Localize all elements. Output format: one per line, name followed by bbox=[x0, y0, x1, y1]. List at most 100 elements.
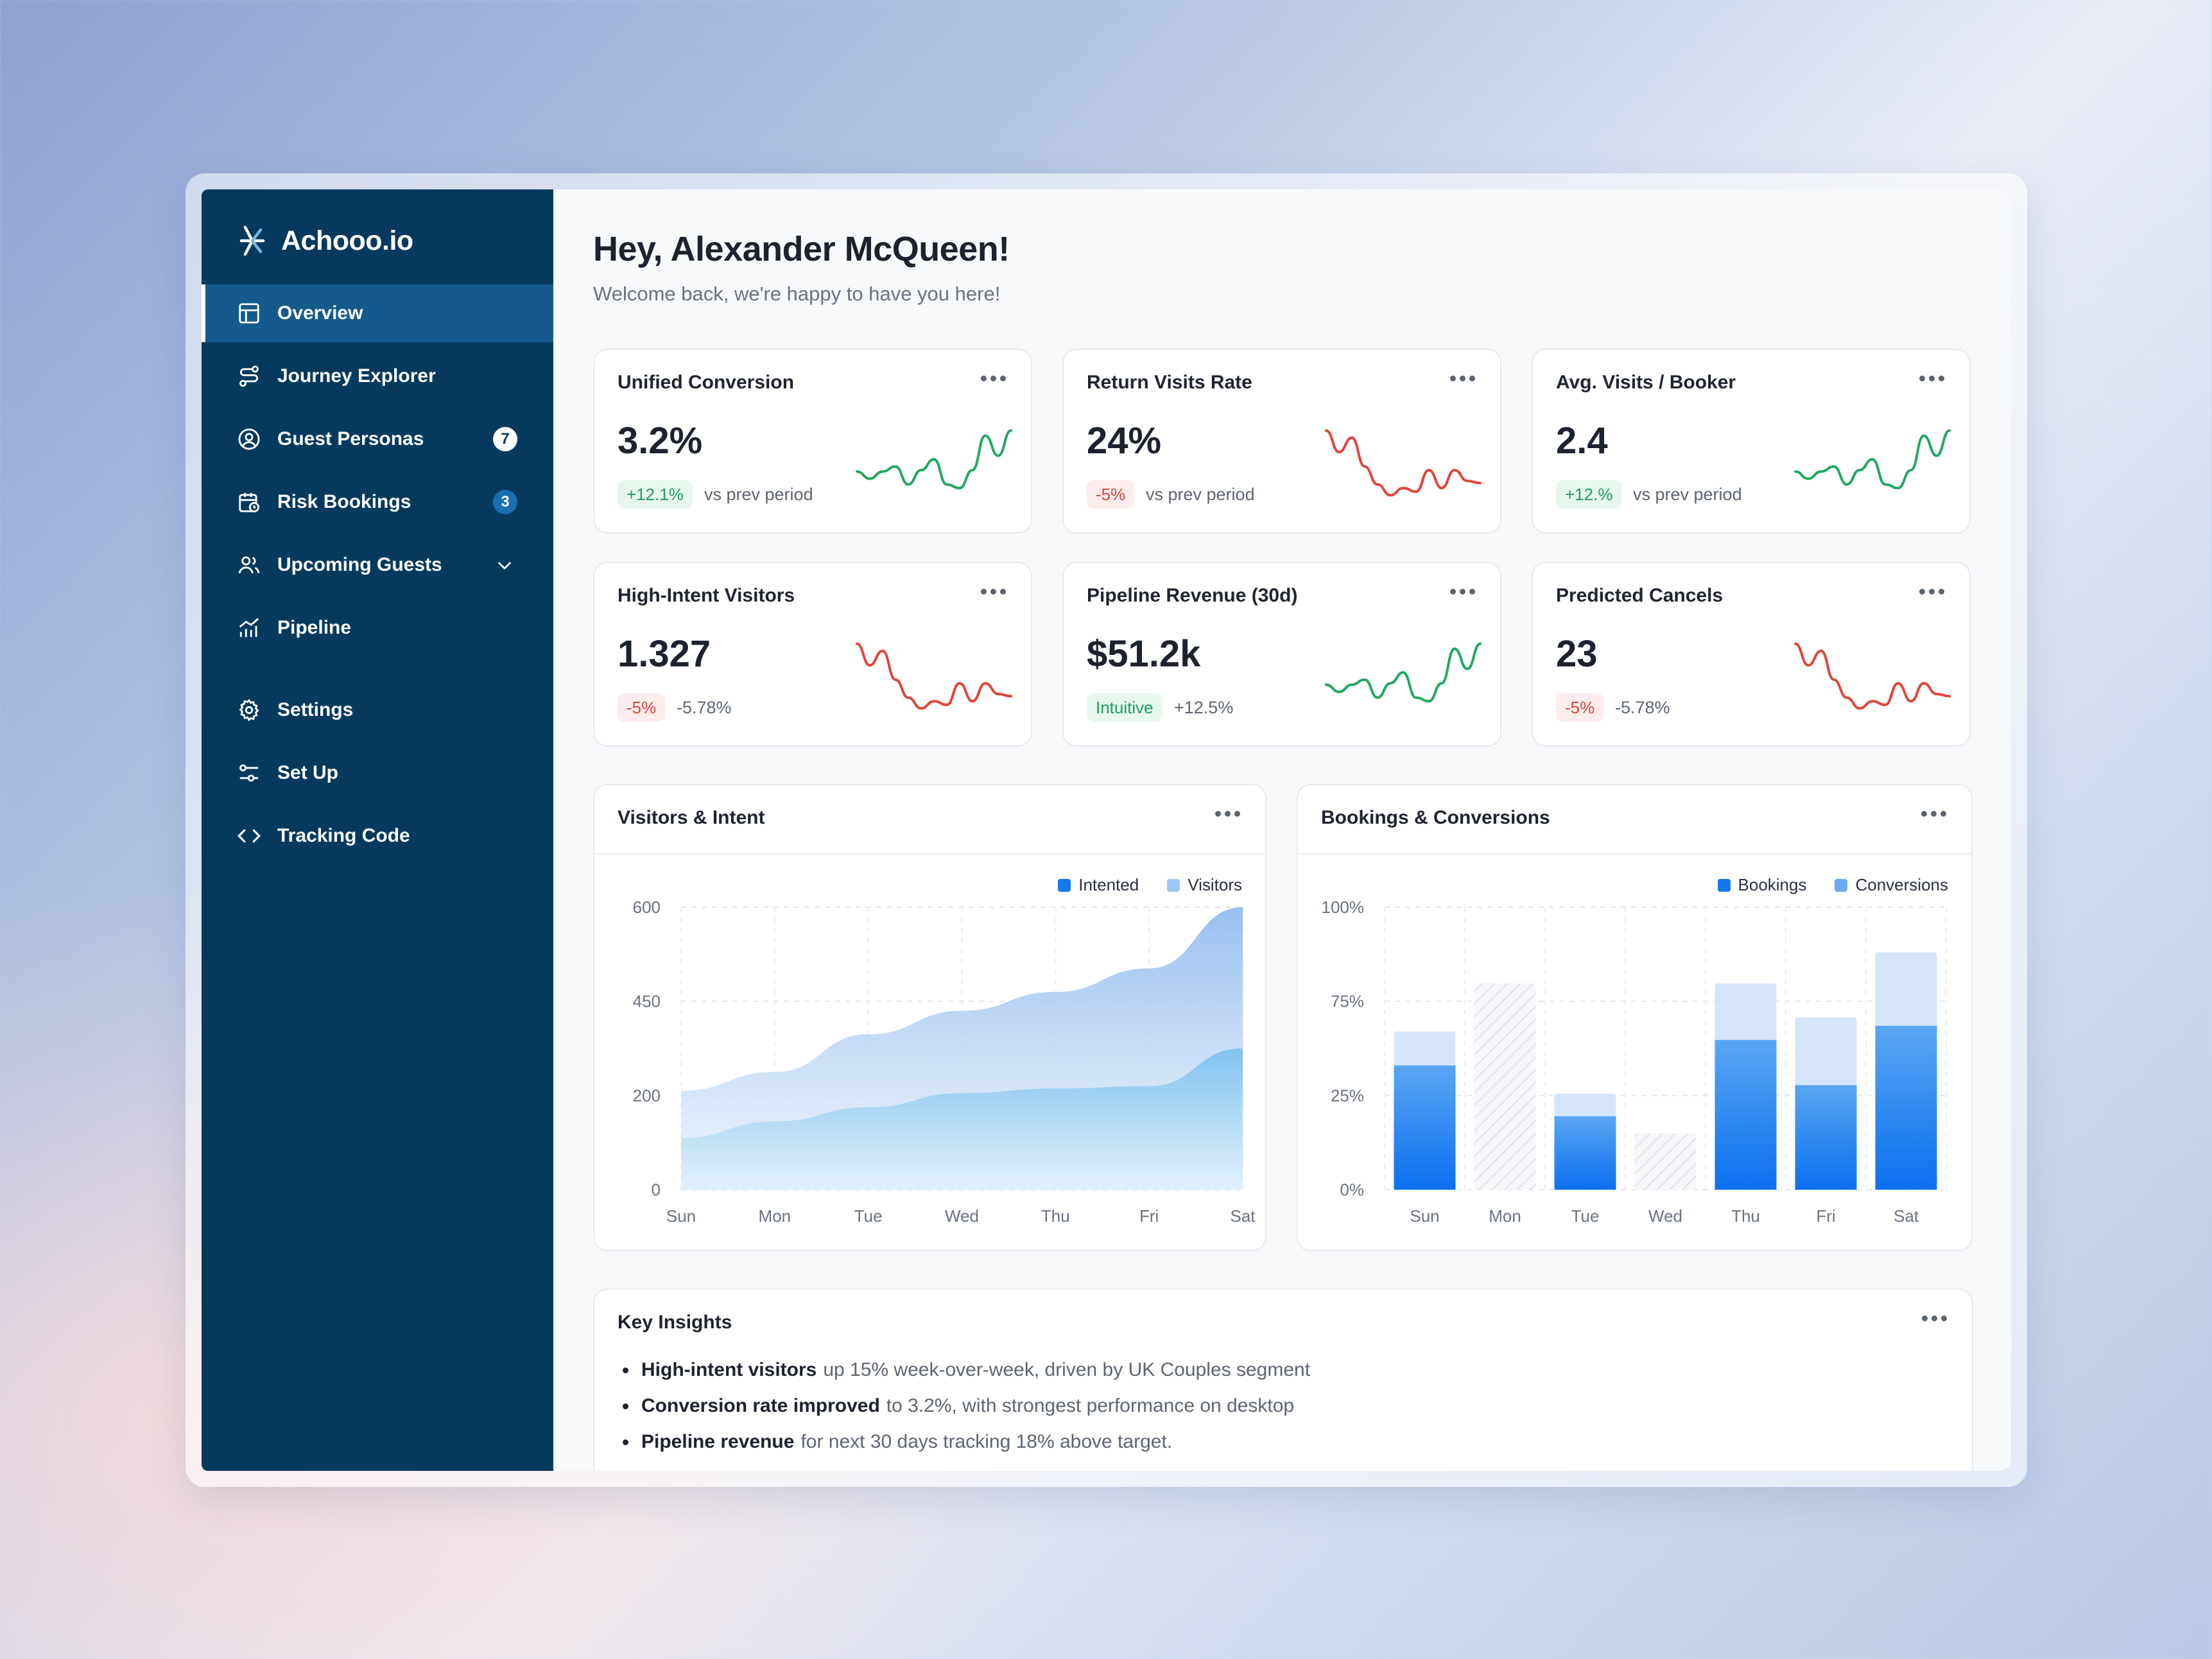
more-options-icon[interactable] bbox=[981, 589, 1007, 596]
sparkline-path bbox=[1325, 429, 1482, 497]
sparkline-chart bbox=[856, 642, 1012, 710]
kpi-note: vs prev period bbox=[1146, 485, 1255, 504]
sidebar-item-settings[interactable]: Settings bbox=[202, 681, 553, 739]
y-tick-label: 200 bbox=[633, 1086, 661, 1105]
bar-empty-mon[interactable] bbox=[1474, 983, 1536, 1190]
list-item: High-intent visitors up 15% week-over-wee… bbox=[618, 1359, 1310, 1381]
x-tick-label: Sat bbox=[1230, 1206, 1256, 1226]
sparkline-chart bbox=[856, 429, 1012, 490]
sparkline-chart bbox=[1325, 429, 1482, 497]
insight-text: up 15% week-over-week, driven by UK Coup… bbox=[823, 1359, 1311, 1380]
list-item: Conversion rate improved to 3.2%, with st… bbox=[618, 1395, 1310, 1417]
legend-item-visitors[interactable]: Visitors bbox=[1167, 875, 1242, 895]
users-icon bbox=[238, 556, 260, 574]
brand-name: Achooo.io bbox=[281, 225, 413, 256]
kpi-note: vs prev period bbox=[1633, 485, 1742, 504]
sidebar-item-journey-explorer[interactable]: Journey Explorer bbox=[202, 347, 553, 405]
kpi-delta-badge: -5% bbox=[1556, 693, 1604, 722]
kpi-card[interactable]: High-Intent Visitors 1.327 -5% -5.78% bbox=[593, 562, 1032, 747]
kpi-card[interactable]: Unified Conversion 3.2% +12.1% vs prev peri… bbox=[593, 349, 1032, 534]
sidebar-item-label: Tracking Code bbox=[277, 825, 410, 846]
sidebar-item-risk-bookings[interactable]: Risk Bookings 3 bbox=[202, 473, 553, 531]
sidebar-item-guest-personas[interactable]: Guest Personas 7 bbox=[202, 410, 553, 468]
legend-item-conversions[interactable]: Conversions bbox=[1835, 875, 1948, 895]
x-tick-label: Mon bbox=[759, 1206, 791, 1226]
sidebar-item-tracking-code[interactable]: Tracking Code bbox=[202, 807, 553, 865]
brand[interactable]: Achooo.io bbox=[235, 215, 413, 266]
kpi-value: 23 bbox=[1556, 633, 1598, 675]
kpi-note: vs prev period bbox=[704, 485, 813, 504]
kpi-note: +12.5% bbox=[1174, 698, 1234, 717]
bar-bookings-sun[interactable] bbox=[1394, 1065, 1456, 1190]
card-title: Bookings & Conversions bbox=[1321, 807, 1550, 828]
sidebar-item-set-up[interactable]: Set Up bbox=[202, 744, 553, 802]
y-tick-label: 25% bbox=[1331, 1086, 1364, 1105]
more-options-icon[interactable] bbox=[1919, 589, 1945, 596]
legend-item-intented[interactable]: Intented bbox=[1058, 875, 1139, 895]
legend-label: Bookings bbox=[1738, 875, 1807, 894]
logo-icon bbox=[239, 225, 265, 256]
kpi-card[interactable]: Return Visits Rate 24% -5% vs prev period bbox=[1062, 349, 1501, 534]
card-header bbox=[1298, 785, 1971, 855]
more-options-icon[interactable] bbox=[1450, 589, 1476, 596]
kpi-title: Pipeline Revenue (30d) bbox=[1087, 585, 1298, 606]
card-title: Visitors & Intent bbox=[618, 807, 765, 828]
sidebar-item-overview[interactable]: Overview bbox=[202, 284, 553, 342]
sidebar-item-label: Upcoming Guests bbox=[277, 554, 442, 575]
y-tick-label: 0 bbox=[652, 1180, 661, 1199]
bar-bookings-sat[interactable] bbox=[1875, 1025, 1937, 1190]
chevron-down-icon[interactable] bbox=[494, 555, 515, 575]
insight-text: to 3.2%, with strongest performance on d… bbox=[886, 1395, 1295, 1416]
sliders-icon bbox=[239, 764, 259, 782]
sidebar-item-label: Pipeline bbox=[277, 617, 352, 638]
sparkline-path bbox=[856, 642, 1012, 710]
kpi-value: $51.2k bbox=[1087, 633, 1201, 675]
page-subtitle: Welcome back, we're happy to have you he… bbox=[593, 282, 1001, 305]
kpi-card[interactable]: Predicted Cancels 23 -5% -5.78% bbox=[1532, 562, 1971, 747]
more-options-icon[interactable] bbox=[1921, 811, 1947, 819]
y-tick-label: 450 bbox=[633, 992, 661, 1011]
bar-bookings-thu[interactable] bbox=[1715, 1039, 1777, 1190]
kpi-title: Return Visits Rate bbox=[1087, 372, 1252, 393]
route-icon bbox=[239, 365, 259, 387]
more-options-icon[interactable] bbox=[981, 376, 1007, 383]
area-series-intented[interactable] bbox=[681, 1048, 1243, 1190]
kpi-value: 2.4 bbox=[1556, 420, 1608, 462]
sparkline-path bbox=[1794, 642, 1951, 710]
more-options-icon[interactable] bbox=[1450, 376, 1476, 383]
chart-legend: Intented Visitors bbox=[1030, 875, 1242, 895]
bookings-conversions-card: Bookings & Conversions Bookings Conversi… bbox=[1297, 784, 1973, 1251]
y-tick-label: 100% bbox=[1322, 898, 1365, 917]
sidebar-item-upcoming-guests[interactable]: Upcoming Guests bbox=[202, 536, 553, 594]
more-options-icon[interactable] bbox=[1919, 376, 1945, 383]
bookings-bar-chart: 100% 75% 25% 0% Sun Mon Tue Wed Thu Fri Sat bbox=[1322, 898, 1947, 1226]
insight-text: for next 30 days tracking 18% above targ… bbox=[800, 1431, 1173, 1452]
bar-bookings-tue[interactable] bbox=[1554, 1116, 1616, 1190]
x-tick-label: Thu bbox=[1041, 1206, 1070, 1226]
kpi-card[interactable]: Avg. Visits / Booker 2.4 +12.% vs prev peri… bbox=[1532, 349, 1971, 534]
more-options-icon[interactable] bbox=[1215, 811, 1241, 819]
chart-legend: Bookings Conversions bbox=[1689, 875, 1948, 895]
sidebar-nav: Overview Journey Explorer Guest Personas… bbox=[202, 284, 553, 870]
sidebar-item-label: Settings bbox=[277, 699, 354, 720]
insight-highlight: Conversion rate improved bbox=[641, 1395, 880, 1416]
legend-item-bookings[interactable]: Bookings bbox=[1717, 875, 1807, 895]
legend-label: Conversions bbox=[1855, 875, 1948, 894]
kpi-card[interactable]: Pipeline Revenue (30d) $51.2k Intuitive +12… bbox=[1062, 562, 1501, 747]
bar-bookings-fri[interactable] bbox=[1795, 1085, 1857, 1190]
sparkline-chart bbox=[1794, 642, 1951, 710]
x-tick-label: Wed bbox=[1648, 1206, 1682, 1226]
more-options-icon[interactable] bbox=[1922, 1316, 1948, 1323]
kpi-value: 3.2% bbox=[618, 420, 703, 462]
sidebar-item-label: Set Up bbox=[277, 762, 339, 783]
kpi-title: Avg. Visits / Booker bbox=[1556, 372, 1736, 393]
card-header bbox=[594, 785, 1265, 855]
legend-label: Visitors bbox=[1188, 875, 1242, 894]
kpi-delta-badge: +12.% bbox=[1556, 480, 1622, 508]
kpi-value: 24% bbox=[1087, 420, 1162, 462]
guest-personas-badge: 7 bbox=[493, 427, 517, 451]
bar-empty-wed[interactable] bbox=[1634, 1133, 1697, 1190]
kpi-value: 1.327 bbox=[618, 633, 711, 675]
kpi-note: -5.78% bbox=[1615, 698, 1670, 717]
sidebar-item-pipeline[interactable]: Pipeline bbox=[202, 599, 553, 657]
